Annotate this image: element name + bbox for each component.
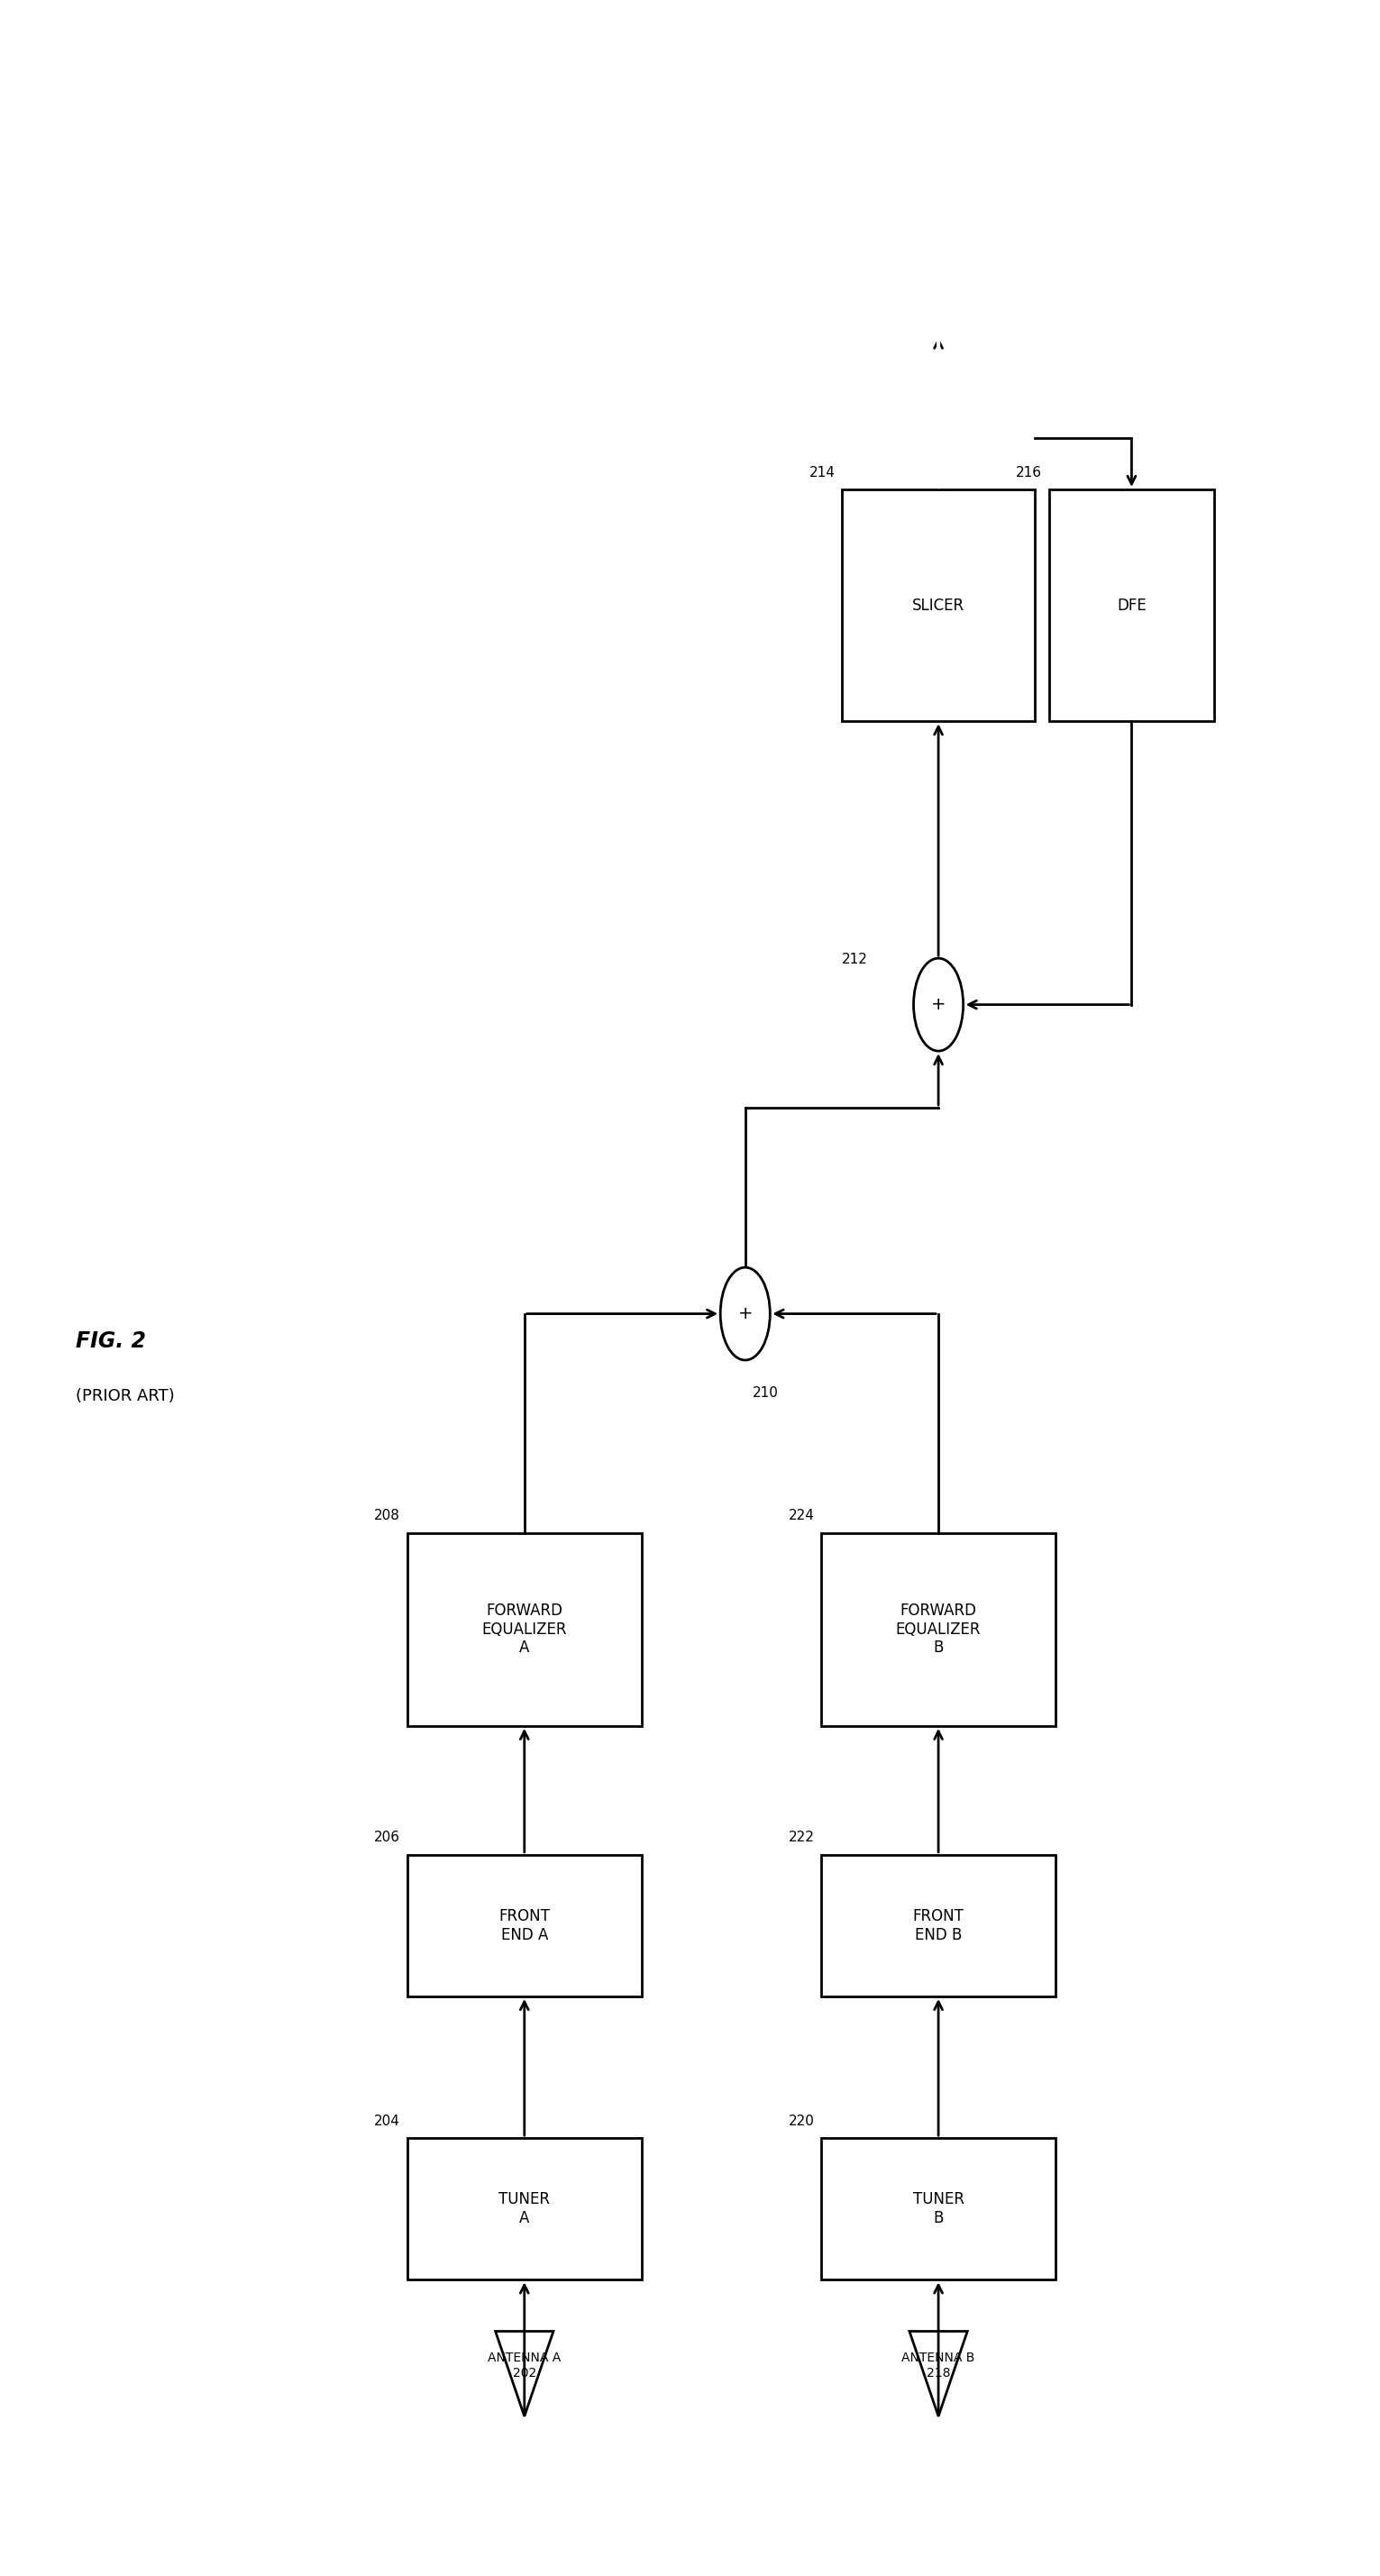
- Text: +: +: [932, 997, 945, 1012]
- Bar: [407, 2138, 642, 2280]
- Text: 216: 216: [1016, 466, 1042, 479]
- Text: 220: 220: [788, 2115, 814, 2128]
- Bar: [821, 2138, 1056, 2280]
- Text: 206: 206: [374, 1832, 400, 1844]
- Bar: [842, 489, 1035, 721]
- Text: TUNER
A: TUNER A: [498, 2192, 551, 2226]
- Bar: [407, 1855, 642, 1996]
- Bar: [1049, 489, 1214, 721]
- Text: FRONT
END A: FRONT END A: [498, 1909, 551, 1942]
- Text: 212: 212: [842, 953, 868, 966]
- Text: 214: 214: [809, 466, 835, 479]
- Text: +: +: [738, 1306, 752, 1321]
- Bar: [407, 1533, 642, 1726]
- Text: FORWARD
EQUALIZER
B: FORWARD EQUALIZER B: [896, 1602, 981, 1656]
- Circle shape: [720, 1267, 770, 1360]
- Bar: [821, 1533, 1056, 1726]
- Text: ANTENNA A
202: ANTENNA A 202: [487, 2352, 562, 2380]
- Text: 222: 222: [788, 1832, 814, 1844]
- Text: 208: 208: [374, 1510, 400, 1522]
- Text: 224: 224: [788, 1510, 814, 1522]
- Text: (PRIOR ART): (PRIOR ART): [76, 1388, 175, 1404]
- Text: FORWARD
EQUALIZER
A: FORWARD EQUALIZER A: [482, 1602, 567, 1656]
- Text: DFE: DFE: [1116, 598, 1147, 613]
- Text: TUNER
B: TUNER B: [912, 2192, 965, 2226]
- Text: 210: 210: [752, 1386, 778, 1399]
- Text: ANTENNA B
218: ANTENNA B 218: [901, 2352, 976, 2380]
- Circle shape: [914, 958, 963, 1051]
- Bar: [821, 1855, 1056, 1996]
- Text: FRONT
END B: FRONT END B: [912, 1909, 965, 1942]
- Text: FIG. 2: FIG. 2: [76, 1332, 146, 1352]
- Text: 204: 204: [374, 2115, 400, 2128]
- Text: SLICER: SLICER: [912, 598, 965, 613]
